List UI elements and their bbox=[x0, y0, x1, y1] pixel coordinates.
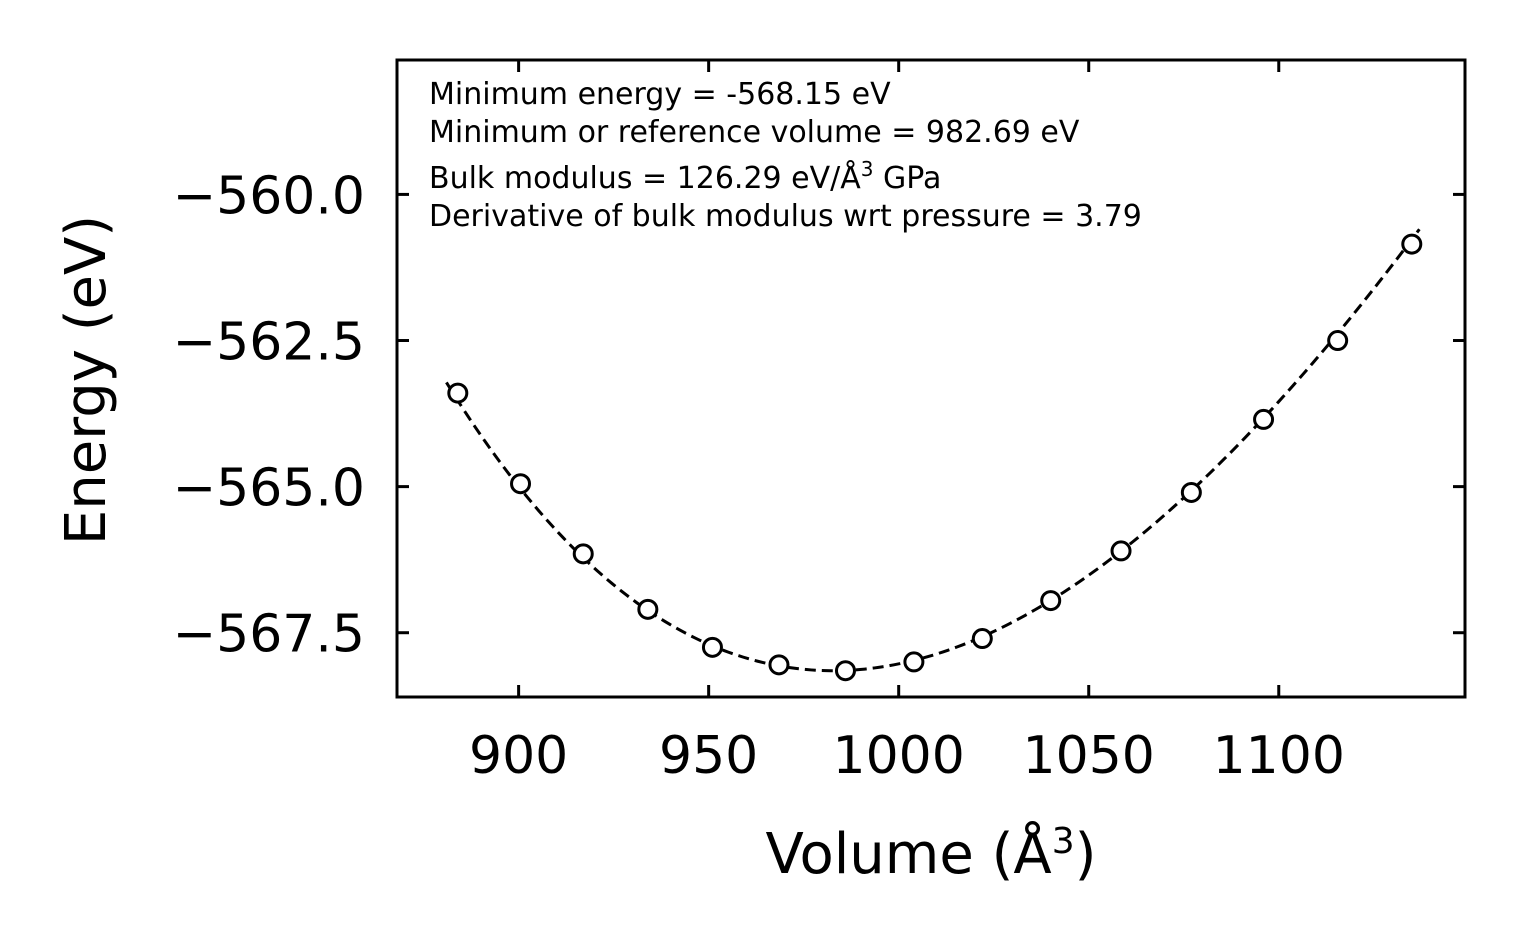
data-point-14 bbox=[1401, 233, 1423, 255]
x-axis-title-text: Volume (Å bbox=[766, 821, 1052, 887]
plot-area bbox=[445, 228, 1423, 682]
annotation-bulk-modulus-suffix: GPa bbox=[874, 161, 942, 196]
data-point-11 bbox=[1180, 481, 1202, 503]
data-point-3 bbox=[637, 598, 659, 620]
y-tick-label-3: −567.5 bbox=[173, 605, 365, 665]
data-point-9 bbox=[1040, 590, 1062, 612]
axes-frame bbox=[395, 58, 1467, 699]
y-tick-label-1: −562.5 bbox=[173, 313, 365, 373]
data-point-13 bbox=[1327, 330, 1349, 352]
data-point-0 bbox=[447, 382, 469, 404]
data-point-12 bbox=[1253, 408, 1275, 430]
x-tick-label-1100: 1100 bbox=[1213, 726, 1345, 786]
x-axis-title-sup: 3 bbox=[1052, 821, 1075, 862]
annotation-min-energy: Minimum energy = -568.15 eV bbox=[429, 77, 891, 112]
x-tick-label-900: 900 bbox=[469, 726, 568, 786]
y-tick-label-0: −560.0 bbox=[173, 166, 365, 226]
y-tick-label-2: −565.0 bbox=[173, 459, 365, 519]
annotation-ref-volume: Minimum or reference volume = 982.69 eV bbox=[429, 115, 1080, 150]
data-point-10 bbox=[1110, 540, 1132, 562]
x-tick-label-1000: 1000 bbox=[833, 726, 965, 786]
annotation-bulk-modulus-sup: 3 bbox=[861, 157, 874, 181]
data-point-1 bbox=[510, 473, 532, 495]
annotation-bulk-modulus-derivative: Derivative of bulk modulus wrt pressure … bbox=[429, 199, 1142, 234]
axis-ticks: 900 950 1000 1050 1100 −560.0 −562.5 −565.0 −567… bbox=[173, 60, 1465, 786]
data-point-4 bbox=[701, 636, 723, 658]
x-axis-title: Volume (Å3) bbox=[766, 821, 1097, 887]
y-axis-title: Energy (eV) bbox=[54, 215, 119, 545]
fit-curve bbox=[445, 228, 1421, 673]
x-axis-title-suffix: ) bbox=[1075, 822, 1097, 887]
x-tick-label-950: 950 bbox=[659, 726, 758, 786]
data-point-8 bbox=[971, 628, 993, 650]
data-point-5 bbox=[768, 654, 790, 676]
data-point-6 bbox=[834, 660, 856, 682]
annotation-bulk-modulus: Bulk modulus = 126.29 eV/Å3 GPa bbox=[429, 157, 941, 196]
data-point-2 bbox=[572, 543, 594, 565]
annotation-bulk-modulus-text: Bulk modulus = 126.29 eV/Å bbox=[429, 160, 861, 196]
fit-annotations: Minimum energy = -568.15 eV Minimum or r… bbox=[429, 77, 1142, 234]
data-point-7 bbox=[903, 651, 925, 673]
x-tick-label-1050: 1050 bbox=[1023, 726, 1155, 786]
